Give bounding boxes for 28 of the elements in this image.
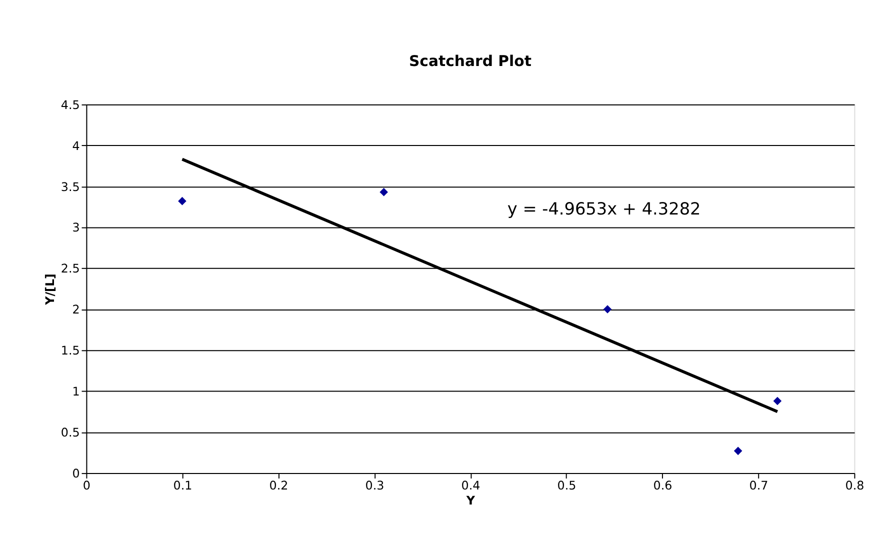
y-tick-label: 0 (72, 466, 80, 481)
y-axis-title: Y/[L] (42, 274, 57, 306)
y-tick-label: 1.5 (60, 344, 80, 358)
annotation: y = -4.9653x + 4.3282 (507, 198, 701, 218)
x-axis-title: Y (465, 493, 476, 508)
point (734, 446, 742, 456)
y-tick-label: 2.5 (60, 262, 80, 276)
x-tick-label: 0.2 (269, 478, 288, 492)
x-tick-label: 0.7 (749, 478, 768, 492)
point (178, 196, 186, 206)
x-tick-label: 0 (82, 478, 90, 492)
x-tick-label: 0.8 (845, 478, 864, 492)
y-tick-label: 3 (72, 220, 80, 235)
y-tick-label: 4 (72, 138, 80, 153)
y-tick-label: 2 (72, 302, 80, 317)
y-tick-label: 0.5 (60, 426, 80, 440)
x-tick-label: 0.1 (173, 478, 192, 492)
y-tick-label: 4.5 (60, 98, 80, 112)
point (773, 396, 782, 406)
chart-title: Scatchard Plot (408, 52, 532, 70)
x-tick-label: 0.3 (365, 478, 384, 492)
x-tick-label: 0.5 (557, 478, 576, 492)
x-tick-label: 0.4 (461, 478, 480, 492)
y-tick-label: 3.5 (60, 180, 80, 194)
point (603, 305, 612, 314)
x-tick-label: 0.6 (653, 478, 672, 492)
point (380, 188, 388, 196)
y-tick-label: 1 (72, 384, 80, 399)
